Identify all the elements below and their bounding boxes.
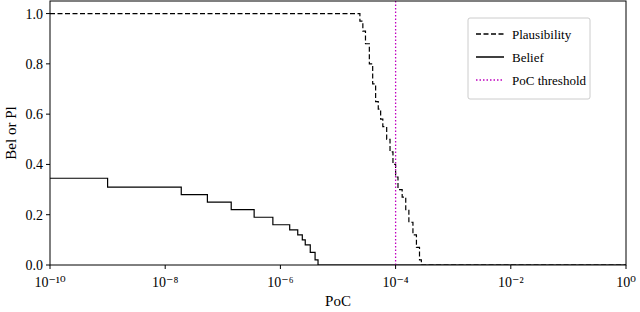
y-tick-label: 0.8 — [26, 57, 44, 72]
x-axis-label: PoC — [325, 293, 351, 309]
legend: Plausibility Belief PoC threshold — [468, 18, 590, 99]
y-axis-label: Bel or Pl — [3, 106, 19, 159]
y-tick-label: 1.0 — [26, 7, 44, 22]
legend-swatch — [476, 79, 504, 81]
x-tick — [50, 265, 51, 269]
legend-label: Belief — [512, 50, 544, 65]
threshold-line — [395, 1, 396, 265]
y-tick — [46, 13, 50, 14]
x-tick-label: 10⁻² — [498, 275, 524, 290]
chart: 10⁻¹⁰ 10⁻⁸ 10⁻⁶ 10⁻⁴ 10⁻² 10⁰ 0.0 0.2 0.4 0.6 0.8 1… — [0, 0, 640, 312]
legend-label: Plausibility — [512, 27, 572, 42]
legend-swatch — [476, 33, 504, 35]
x-tick — [280, 265, 281, 269]
legend-label: PoC threshold — [512, 73, 587, 88]
y-tick — [46, 63, 50, 64]
y-tick-label: 0.4 — [26, 157, 44, 172]
x-tick-label: 10⁻¹⁰ — [34, 275, 66, 290]
y-tick — [46, 114, 50, 115]
x-tick-label: 10⁻⁴ — [382, 275, 408, 290]
x-tick-label: 10⁻⁸ — [152, 275, 178, 290]
legend-box — [468, 18, 590, 99]
x-tick-label: 10⁰ — [616, 275, 636, 290]
series-line — [50, 178, 626, 265]
y-tick — [46, 164, 50, 165]
x-tick — [165, 265, 166, 269]
x-tick — [395, 265, 396, 269]
x-tick-label: 10⁻⁶ — [267, 275, 293, 290]
plot-frame — [50, 1, 626, 265]
y-tick-label: 0.2 — [26, 208, 44, 223]
series-line — [50, 14, 626, 265]
x-tick — [626, 265, 627, 269]
legend-swatch — [476, 56, 504, 58]
y-tick — [46, 214, 50, 215]
y-tick — [46, 265, 50, 266]
plot-area — [50, 1, 626, 265]
y-tick-label: 0.0 — [26, 258, 44, 273]
x-tick — [510, 265, 511, 269]
y-tick-label: 0.6 — [26, 107, 44, 122]
